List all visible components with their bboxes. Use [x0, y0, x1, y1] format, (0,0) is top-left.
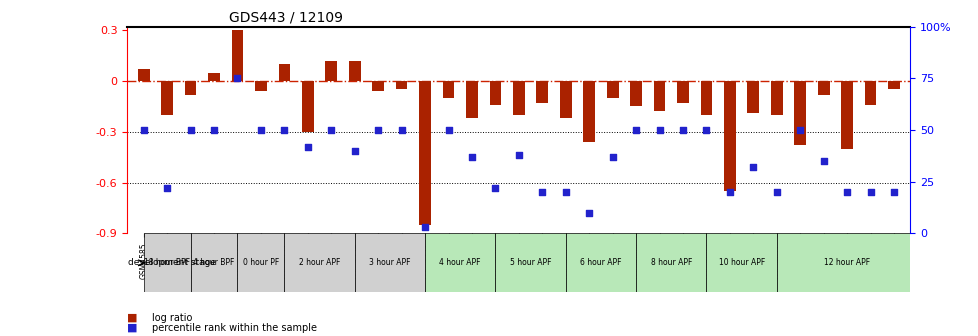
Text: 4 hour APF: 4 hour APF	[439, 258, 480, 267]
Text: log ratio: log ratio	[152, 312, 192, 323]
Bar	[424, 233, 495, 292]
Text: 0 hour PF: 0 hour PF	[243, 258, 279, 267]
Text: 5 hour APF: 5 hour APF	[510, 258, 551, 267]
Text: GDS443 / 12109: GDS443 / 12109	[229, 10, 342, 24]
Bar	[565, 233, 636, 292]
Text: 12 hour APF: 12 hour APF	[823, 258, 869, 267]
Text: 2 hour APF: 2 hour APF	[298, 258, 340, 267]
Bar	[185, 81, 197, 94]
Bar	[138, 69, 150, 81]
Point	[346, 148, 362, 154]
Point	[393, 127, 409, 133]
Text: 4 hour BPF: 4 hour BPF	[193, 258, 235, 267]
Point	[791, 127, 807, 133]
Bar	[208, 73, 220, 81]
Bar	[255, 81, 267, 91]
Bar	[776, 233, 916, 292]
Bar	[372, 81, 383, 91]
Bar	[747, 81, 759, 113]
Text: 6 hour APF: 6 hour APF	[580, 258, 621, 267]
Point	[581, 210, 597, 215]
Text: 10 hour APF: 10 hour APF	[718, 258, 764, 267]
Bar	[770, 81, 781, 115]
Point	[604, 154, 620, 160]
Point	[417, 224, 432, 230]
Bar	[442, 81, 454, 98]
Bar	[606, 81, 618, 98]
Point	[675, 127, 690, 133]
Bar	[489, 81, 501, 105]
Bar	[706, 233, 776, 292]
Bar	[495, 233, 565, 292]
Bar	[840, 81, 852, 149]
Text: 3 hour APF: 3 hour APF	[369, 258, 410, 267]
Point	[370, 127, 385, 133]
Text: 8 hour APF: 8 hour APF	[650, 258, 691, 267]
Point	[464, 154, 479, 160]
Point	[253, 127, 269, 133]
Text: ■: ■	[127, 323, 138, 333]
Bar	[191, 233, 238, 292]
Bar	[466, 81, 477, 118]
Point	[628, 127, 644, 133]
Point	[440, 127, 456, 133]
Bar	[700, 81, 712, 115]
Point	[487, 185, 503, 191]
Bar	[301, 81, 313, 132]
Point	[299, 144, 315, 149]
Text: ■: ■	[127, 312, 138, 323]
Bar	[677, 81, 689, 103]
Point	[651, 127, 667, 133]
Bar	[348, 61, 360, 81]
Bar	[512, 81, 524, 115]
Point	[862, 190, 877, 195]
Point	[534, 190, 550, 195]
Point	[815, 158, 830, 164]
Point	[768, 190, 783, 195]
Bar	[583, 81, 595, 142]
Bar	[536, 81, 548, 103]
Point	[136, 127, 152, 133]
Bar	[793, 81, 805, 145]
Bar	[354, 233, 424, 292]
Bar	[724, 81, 735, 191]
Bar	[653, 81, 665, 112]
Bar	[864, 81, 875, 105]
Bar	[284, 233, 354, 292]
Point	[698, 127, 714, 133]
Text: percentile rank within the sample: percentile rank within the sample	[152, 323, 317, 333]
Point	[159, 185, 175, 191]
Bar	[232, 30, 244, 81]
Text: development stage: development stage	[128, 258, 216, 267]
Bar	[636, 233, 706, 292]
Text: 18 hour BPF: 18 hour BPF	[144, 258, 190, 267]
Bar	[278, 64, 289, 81]
Point	[557, 190, 573, 195]
Bar	[238, 233, 284, 292]
Bar	[144, 233, 191, 292]
Bar	[161, 81, 173, 115]
Bar	[325, 61, 336, 81]
Bar	[887, 81, 899, 89]
Bar	[630, 81, 642, 107]
Point	[206, 127, 222, 133]
Point	[885, 190, 901, 195]
Bar	[419, 81, 430, 225]
Bar	[559, 81, 571, 118]
Point	[183, 127, 199, 133]
Bar	[817, 81, 828, 94]
Point	[323, 127, 338, 133]
Point	[511, 152, 526, 158]
Point	[722, 190, 737, 195]
Point	[745, 165, 761, 170]
Point	[838, 190, 854, 195]
Point	[230, 76, 245, 81]
Point	[276, 127, 291, 133]
Bar	[395, 81, 407, 89]
